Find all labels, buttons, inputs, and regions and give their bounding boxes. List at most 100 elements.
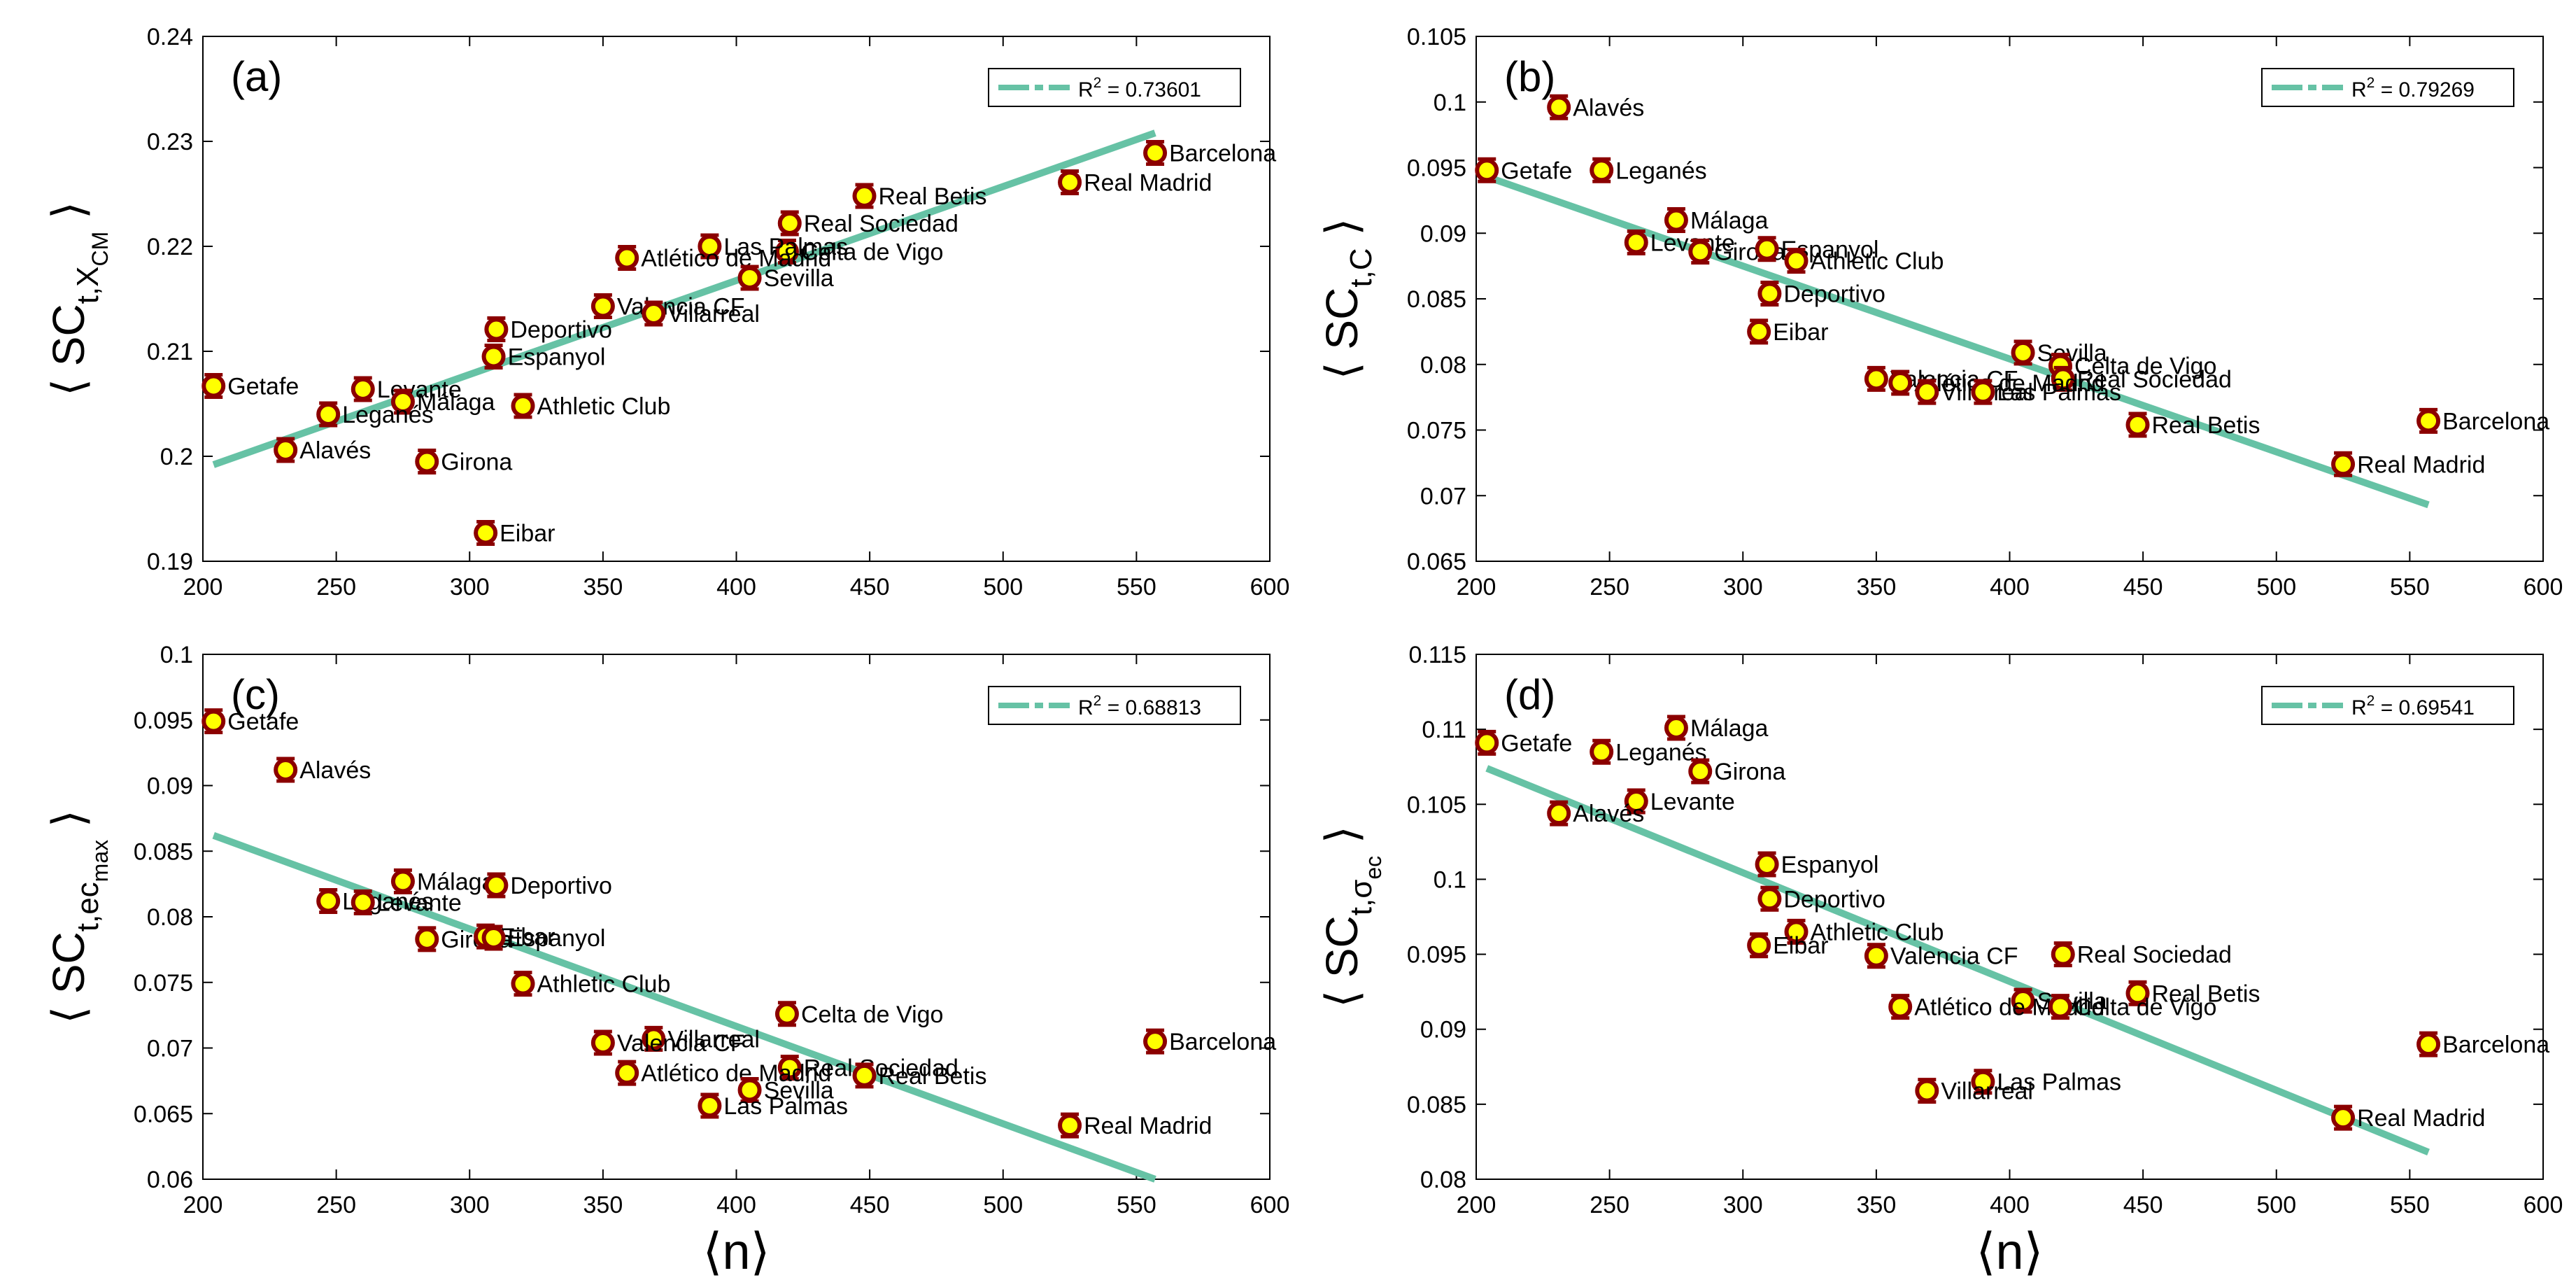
point-label-villarreal: Villarreal	[667, 301, 760, 328]
x-tick-label: 400	[1990, 1192, 2030, 1218]
x-tick-label: 550	[2390, 574, 2430, 600]
point-label-villarreal: Villarreal	[1941, 1078, 2033, 1105]
point-villarreal	[642, 1027, 666, 1051]
point-espanyol	[481, 926, 506, 950]
legend: R2 = 0.69541	[2261, 686, 2514, 725]
point-label-malaga: Málaga	[417, 868, 495, 895]
point-label-las-palmas: Las Palmas	[1997, 1069, 2121, 1096]
point-label-getafe: Getafe	[1501, 157, 1572, 184]
point-athletic-club	[511, 971, 535, 996]
point-label-barcelona: Barcelona	[2442, 408, 2549, 435]
point-leganes	[316, 402, 341, 426]
point-getafe	[201, 374, 226, 398]
y-tick-label: 0.1	[1434, 90, 1466, 116]
legend: R2 = 0.68813	[988, 686, 1241, 725]
point-label-real-madrid: Real Madrid	[1084, 1113, 1212, 1139]
y-tick-label: 0.115	[1408, 642, 1466, 668]
point-villarreal	[1915, 380, 1939, 405]
point-label-sevilla: Sevilla	[764, 1078, 834, 1104]
point-label-levante: Levante	[377, 889, 462, 916]
point-label-malaga: Málaga	[1690, 208, 1769, 234]
x-tick-label: 450	[850, 1192, 890, 1218]
panel-label: (b)	[1504, 53, 1555, 100]
point-valencia-cf	[1864, 943, 1888, 968]
y-tick-label: 0.07	[147, 1036, 193, 1062]
x-tick-label: 250	[316, 574, 356, 600]
y-tick-label: 0.085	[1407, 1092, 1466, 1118]
point-valencia-cf	[590, 1031, 615, 1055]
point-label-getafe: Getafe	[227, 709, 299, 736]
point-eibar	[1747, 933, 1771, 957]
point-real-madrid	[1058, 170, 1082, 195]
point-espanyol	[1755, 237, 1779, 261]
y-tick-label: 0.06	[147, 1167, 193, 1193]
point-real-betis	[2125, 981, 2150, 1006]
point-deportivo	[484, 873, 509, 897]
x-tick-label: 600	[2524, 1192, 2563, 1218]
point-leganes	[316, 889, 341, 913]
point-label-eibar: Eibar	[500, 521, 555, 547]
y-tick-label: 0.24	[147, 24, 193, 50]
legend: R2 = 0.79269	[2261, 68, 2514, 107]
legend-label: R2 = 0.79269	[2351, 75, 2475, 101]
point-leganes	[1590, 740, 1614, 764]
point-levante	[1624, 789, 1648, 813]
point-label-real-sociedad: Real Sociedad	[2077, 366, 2232, 393]
point-label-getafe: Getafe	[1501, 730, 1572, 757]
point-label-sevilla: Sevilla	[2037, 340, 2107, 367]
y-tick-label: 0.105	[1407, 792, 1466, 818]
point-label-real-madrid: Real Madrid	[1084, 170, 1212, 197]
point-label-barcelona: Barcelona	[2442, 1032, 2549, 1058]
point-barcelona	[2416, 1032, 2441, 1057]
fit-line	[1485, 173, 2430, 509]
point-villarreal	[642, 302, 666, 325]
point-label-sevilla: Sevilla	[2037, 988, 2107, 1015]
point-las-palmas	[1971, 1069, 1995, 1094]
point-alaves	[1547, 801, 1571, 826]
panel-b: 200 250 300 350 400 450 500 550 600 0.065 0.07 0.07…	[1317, 24, 2563, 600]
point-label-real-betis: Real Betis	[879, 183, 987, 210]
point-label-sevilla: Sevilla	[764, 265, 834, 292]
x-tick-label: 200	[1457, 574, 1496, 600]
point-real-sociedad	[777, 1055, 802, 1080]
y-tick-label: 0.19	[147, 549, 193, 575]
y-tick-label: 0.08	[147, 904, 193, 931]
point-sevilla	[737, 266, 762, 290]
point-label-alaves: Alavés	[1573, 94, 1644, 121]
y-tick-label: 0.085	[1407, 286, 1466, 313]
legend-box	[2261, 686, 2514, 725]
point-real-sociedad	[777, 211, 802, 235]
point-label-deportivo: Deportivo	[1783, 281, 1885, 308]
point-getafe	[1475, 158, 1499, 183]
panel-a: 200 250 300 350 400 450 500 550 600 0.19 0.2 0.21 0.…	[43, 24, 1289, 600]
point-label-atletico-de-madrid: Atlético de Madrid	[641, 246, 831, 272]
y-tick-label: 0.075	[134, 970, 193, 997]
point-leganes	[1590, 158, 1614, 183]
y-tick-label: 0.07	[1420, 483, 1466, 509]
point-label-valencia-cf: Valencia CF	[617, 1030, 745, 1057]
point-label-leganes: Leganés	[1615, 157, 1706, 184]
y-tick-label: 0.21	[147, 339, 193, 365]
x-tick-label: 200	[1457, 1192, 1496, 1218]
x-tick-label: 350	[583, 574, 623, 600]
point-athletic-club	[1784, 920, 1809, 944]
fit-line	[1485, 765, 2430, 1156]
point-label-las-palmas: Las Palmas	[1997, 379, 2121, 406]
y-tick-label: 0.095	[134, 708, 193, 734]
y-tick-label: 0.08	[1420, 1167, 1466, 1193]
point-real-madrid	[2331, 452, 2356, 477]
point-real-betis	[852, 184, 877, 208]
point-label-atletico-de-madrid: Atlético de Madrid	[641, 1060, 831, 1087]
point-las-palmas	[698, 234, 722, 258]
point-label-valencia-cf: Valencia CF	[1890, 943, 2018, 970]
point-label-celta-de-vigo: Celta de Vigo	[801, 239, 944, 266]
y-axis-label: ⟨ SCt,C ⟩	[1317, 218, 1378, 380]
point-getafe	[201, 709, 226, 733]
point-label-athletic-club: Athletic Club	[537, 393, 671, 420]
point-levante	[351, 890, 375, 915]
y-axis-label: ⟨ SCt,ecmax ⟩	[43, 810, 113, 1024]
point-athletic-club	[1784, 248, 1809, 273]
x-tick-label: 300	[450, 574, 490, 600]
legend-box	[988, 68, 1241, 107]
